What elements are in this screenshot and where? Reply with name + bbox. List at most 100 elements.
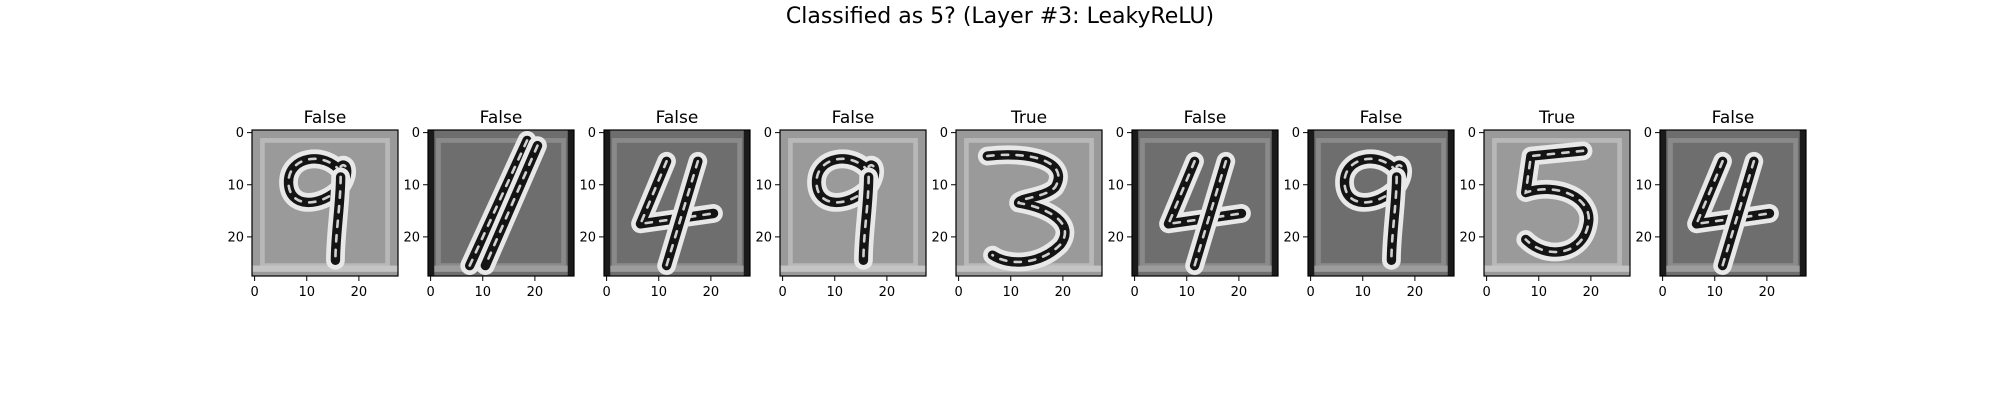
x-tick-label: 10 [1530, 285, 1547, 300]
digit-strokes [1335, 149, 1412, 270]
x-tick-label: 10 [1002, 285, 1019, 300]
y-tick-label: 20 [1635, 230, 1652, 245]
axes-frame [1307, 129, 1455, 277]
digit-strokes [631, 151, 723, 275]
y-tick-label: 10 [931, 178, 948, 193]
activation-edge [428, 265, 574, 272]
y-tick-label: 10 [1107, 178, 1124, 193]
digit-stroke-texture [1721, 159, 1756, 267]
digit-strokes [977, 145, 1075, 272]
y-tick-label: 10 [1459, 178, 1476, 193]
digit-strokes [1159, 151, 1251, 275]
activation-edge [567, 130, 574, 276]
x-tick-label: 20 [527, 285, 544, 300]
digit-stroke [330, 172, 346, 266]
activation-edge [1447, 130, 1454, 276]
digit-strokes [460, 131, 547, 275]
axes-frame [1659, 129, 1807, 277]
digit-stroke-texture [334, 175, 342, 262]
subplot-title: True [1010, 108, 1047, 128]
subplot-title: False [656, 108, 699, 128]
x-tick-label: 10 [1706, 285, 1723, 300]
digit-stroke-texture [815, 157, 876, 204]
x-tick-label: 0 [778, 285, 786, 300]
x-tick-label: 20 [1407, 285, 1424, 300]
digit-stroke [465, 135, 532, 271]
y-tick-label: 0 [1116, 126, 1124, 141]
y-tick-label: 0 [1292, 126, 1300, 141]
activation-edge [1308, 265, 1454, 272]
subplot-title: False [832, 108, 875, 128]
y-tick-label: 10 [227, 178, 244, 193]
activation-edge [428, 130, 435, 276]
subplot-2: False 0 10 20 0 10 20 [403, 108, 575, 300]
y-tick-label: 0 [940, 126, 948, 141]
y-tick-label: 0 [1644, 126, 1652, 141]
y-tick-label: 10 [1283, 178, 1300, 193]
x-tick-label: 0 [1306, 285, 1314, 300]
y-tick-label: 0 [588, 126, 596, 141]
subplot-7: False 0 10 20 0 10 20 [1283, 108, 1455, 300]
axes-frame [779, 129, 927, 277]
digit-strokes [807, 149, 884, 270]
y-tick-label: 20 [403, 230, 420, 245]
y-tick-label: 20 [1283, 230, 1300, 245]
y-tick-label: 0 [412, 126, 420, 141]
digit-stroke [1386, 172, 1402, 266]
y-tick-label: 20 [1107, 230, 1124, 245]
x-tick-label: 10 [298, 285, 315, 300]
subplot-5: True 0 10 20 0 10 20 [931, 108, 1103, 300]
x-tick-label: 0 [954, 285, 962, 300]
digit-stroke-texture [287, 157, 348, 204]
x-tick-label: 20 [703, 285, 720, 300]
activation-edge [1271, 130, 1278, 276]
y-tick-label: 10 [403, 178, 420, 193]
subplot-8: True 0 10 20 0 10 20 [1459, 108, 1631, 300]
subplot-1: False 0 10 20 0 10 20 [227, 108, 399, 300]
subplot-title: False [480, 108, 523, 128]
subplot-title: False [304, 108, 347, 128]
axes-frame [603, 129, 751, 277]
activation-edge [1660, 265, 1806, 272]
y-tick-label: 10 [579, 178, 596, 193]
x-tick-label: 20 [1231, 285, 1248, 300]
x-tick-label: 20 [1583, 285, 1600, 300]
axes-frame [1483, 129, 1631, 277]
digit-strokes [1687, 151, 1779, 275]
x-tick-label: 10 [1354, 285, 1371, 300]
y-tick-label: 20 [931, 230, 948, 245]
subplot-title: False [1360, 108, 1403, 128]
y-tick-label: 20 [227, 230, 244, 245]
digit-stroke-texture [484, 144, 539, 267]
subplot-9: False 0 10 20 0 10 20 [1635, 108, 1807, 300]
digit-stroke-texture [1524, 149, 1590, 254]
axes-frame [427, 129, 575, 277]
subplot-title: True [1538, 108, 1575, 128]
subplot-4: False 0 10 20 0 10 20 [755, 108, 927, 300]
x-tick-label: 0 [1658, 285, 1666, 300]
axes-frame [955, 129, 1103, 277]
subplot-title: False [1712, 108, 1755, 128]
digit-stroke-texture [985, 153, 1067, 264]
x-tick-label: 10 [474, 285, 491, 300]
digit-stroke-texture [1193, 159, 1228, 267]
digit-stroke-texture [665, 159, 700, 267]
activation-edge [743, 130, 750, 276]
axes-frame [251, 129, 399, 277]
digit-stroke-texture [1390, 175, 1398, 262]
x-tick-label: 0 [1130, 285, 1138, 300]
x-tick-label: 10 [826, 285, 843, 300]
activation-edge [1799, 130, 1806, 276]
x-tick-label: 0 [602, 285, 610, 300]
subplot-title: False [1184, 108, 1227, 128]
digit-stroke-texture [862, 175, 870, 262]
y-tick-label: 20 [579, 230, 596, 245]
x-tick-label: 20 [1759, 285, 1776, 300]
activation-edge [1660, 130, 1667, 276]
activation-edge [780, 265, 926, 272]
activation-edge [604, 130, 611, 276]
x-tick-label: 0 [250, 285, 258, 300]
y-tick-label: 0 [1468, 126, 1476, 141]
subplot-6: False 0 10 20 0 10 20 [1107, 108, 1279, 300]
